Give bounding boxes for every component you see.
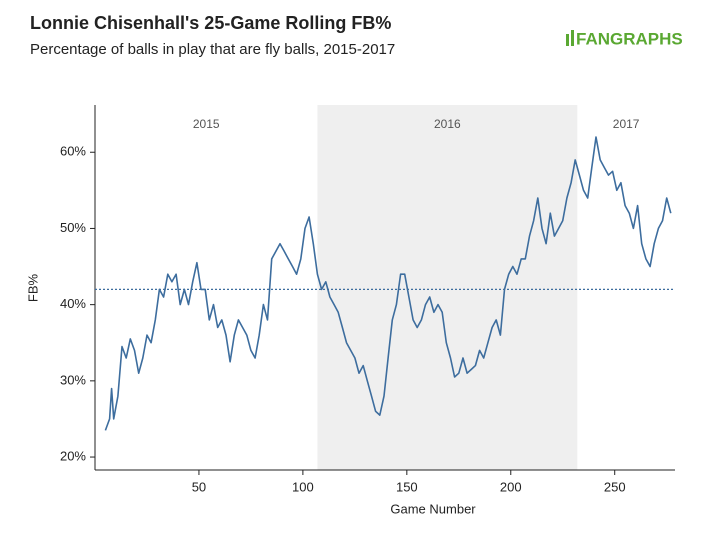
chart-title: Lonnie Chisenhall's 25-Game Rolling FB%	[30, 13, 391, 33]
y-tick-label: 50%	[60, 220, 86, 235]
y-tick-label: 20%	[60, 448, 86, 463]
logo-icon	[566, 34, 569, 46]
period-shade	[317, 105, 578, 470]
period-label: 2016	[434, 117, 461, 131]
logo-text: FANGRAPHS	[576, 29, 683, 48]
x-tick-label: 150	[396, 479, 418, 494]
x-tick-label: 50	[192, 479, 206, 494]
x-axis-label: Game Number	[390, 501, 476, 516]
y-tick-label: 60%	[60, 144, 86, 159]
logo: FANGRAPHS	[566, 29, 683, 48]
data-line	[104, 136, 672, 431]
x-tick-label: 250	[604, 479, 626, 494]
chart-subtitle: Percentage of balls in play that are fly…	[30, 41, 395, 58]
period-label: 2017	[613, 117, 640, 131]
x-tick-label: 200	[500, 479, 522, 494]
period-label: 2015	[193, 117, 220, 131]
x-tick-label: 100	[292, 479, 314, 494]
y-axis-label: FB%	[25, 273, 40, 302]
y-tick-label: 30%	[60, 372, 86, 387]
logo-icon	[571, 30, 574, 46]
y-tick-label: 40%	[60, 296, 86, 311]
